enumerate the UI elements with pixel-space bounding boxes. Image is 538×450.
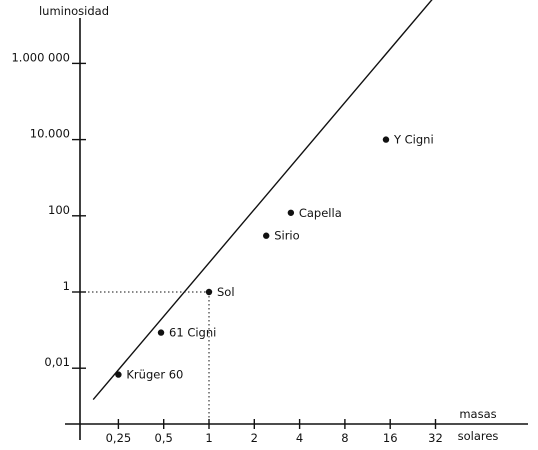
- x-tick-label-1: 0,5: [155, 431, 173, 445]
- point-2: [205, 288, 213, 296]
- x-tick-label-7: 32: [428, 431, 443, 445]
- point-label-1: 61 Cigni: [169, 326, 216, 340]
- y-tick-label-3: 10.000: [30, 127, 70, 141]
- point-label-0: Krüger 60: [126, 368, 183, 382]
- sun-reference-lines: [80, 291, 210, 424]
- point-label-3: Sirio: [274, 229, 299, 243]
- y-tick-label-0: 0,01: [44, 355, 70, 369]
- point-label-2: Sol: [217, 285, 235, 299]
- y-tick-label-2: 100: [48, 203, 70, 217]
- x-axis-label-line1: masas: [459, 407, 496, 421]
- x-tick-label-5: 8: [341, 431, 348, 445]
- y-tick-label-1: 1: [63, 279, 70, 293]
- x-tick-label-6: 16: [383, 431, 398, 445]
- point-5: [382, 136, 390, 143]
- x-tick-label-3: 2: [251, 431, 258, 445]
- point-0: [115, 371, 122, 378]
- x-tick-label-4: 4: [296, 431, 303, 445]
- x-axis-label-line2: solares: [458, 429, 499, 443]
- point-3: [263, 232, 270, 239]
- x-tick-label-2: 1: [205, 431, 212, 445]
- y-tick-label-4: 1.000 000: [11, 50, 70, 64]
- mass-luminosity-line: [92, 0, 433, 401]
- axis-ticks: 0,25 0,5 1 2 4 8 16 32 0,01 1 100 10.000 1.000 000: [11, 50, 442, 445]
- y-axis-label: luminosidad: [39, 4, 109, 18]
- point-4: [287, 209, 295, 216]
- x-tick-label-0: 0,25: [106, 431, 132, 445]
- point-1: [157, 329, 165, 336]
- point-label-4: Capella: [299, 206, 342, 220]
- point-label-5: Y Cigni: [393, 133, 434, 147]
